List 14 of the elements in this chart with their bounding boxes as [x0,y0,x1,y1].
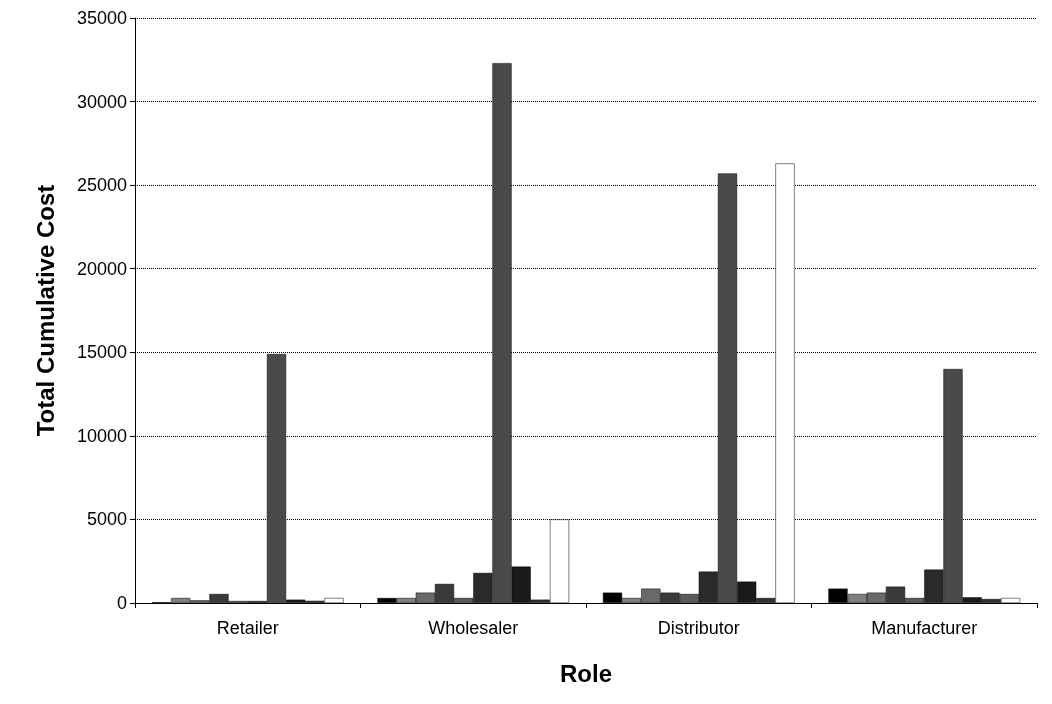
y-tick-label: 30000 [76,91,127,112]
y-tick-label: 35000 [76,8,127,28]
y-tick-label: 5000 [86,509,127,530]
x-tick-label: Wholesaler [428,618,519,638]
y-tick-label: 25000 [76,175,127,196]
y-tick-label: 20000 [76,258,127,279]
x-tick-label: Distributor [657,618,740,638]
y-axis-title: Total Cumulative Cost [31,184,59,437]
x-tick-label: Retailer [216,618,279,638]
y-tick-label: 15000 [76,342,127,363]
x-tick-label: Manufacturer [871,618,978,638]
y-tick-label: 10000 [76,425,127,446]
y-tick-label: 0 [116,593,127,613]
x-axis-title: Role [559,659,613,687]
